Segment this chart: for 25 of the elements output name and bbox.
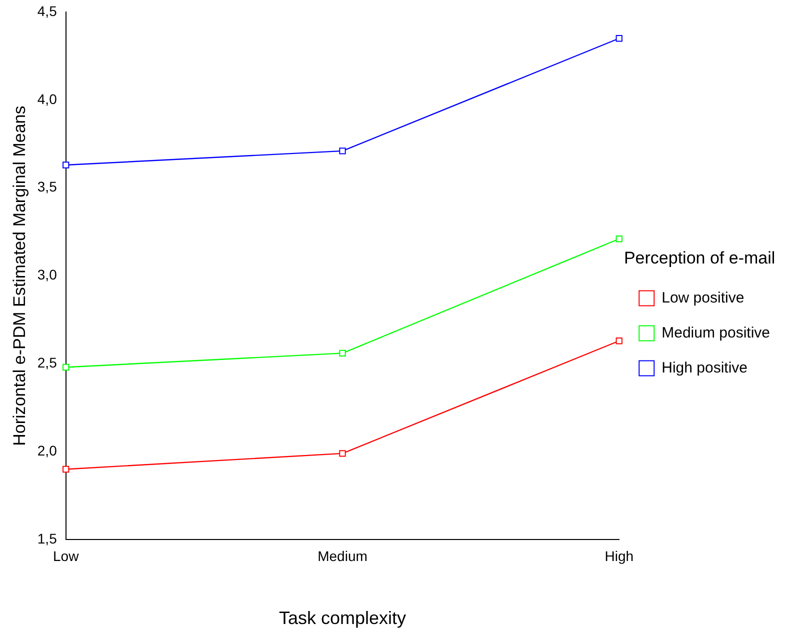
point — [62, 364, 70, 371]
point — [339, 450, 346, 457]
point — [62, 162, 70, 168]
y-tick-label: 3,5 — [37, 178, 58, 195]
y-axis-title: Horizontal e-PDM Estimated Marginal Means — [10, 106, 29, 446]
x-axis-title: Task complexity — [278, 608, 406, 628]
point — [62, 466, 70, 473]
legend-title: Perception of e-mail — [624, 248, 776, 268]
x-tick-label: Low — [53, 548, 80, 564]
point — [339, 148, 346, 154]
point — [339, 350, 346, 357]
y-tick-label: 1,5 — [37, 530, 58, 546]
legend-label: Low positive — [662, 289, 744, 306]
legend-label: Medium positive — [662, 324, 770, 342]
y-tick-label: 3,0 — [37, 266, 58, 283]
point — [616, 35, 622, 42]
point — [616, 338, 622, 344]
x-tick-label: Medium — [318, 548, 368, 564]
y-tick-label: 2,0 — [37, 442, 58, 459]
y-tick-label: 4,5 — [37, 2, 58, 19]
y-tick-label: 4,0 — [37, 90, 58, 107]
point — [616, 236, 622, 242]
y-tick-label: 2,5 — [37, 354, 58, 371]
legend-label: High positive — [662, 359, 748, 376]
x-tick-label: High — [604, 548, 634, 564]
